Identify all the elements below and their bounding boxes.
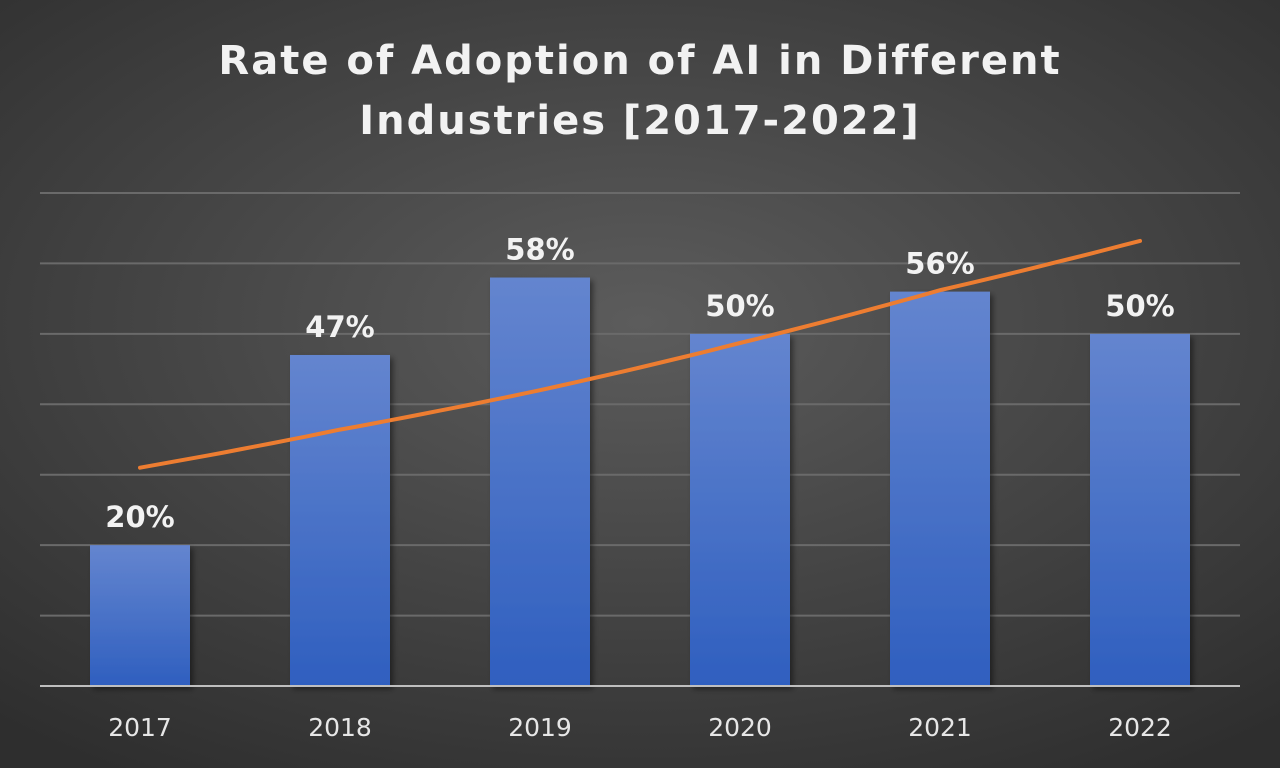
bar-2019 [490, 277, 590, 686]
x-tick-label-2022: 2022 [1108, 713, 1172, 742]
chart-title-line-2: Industries [2017-2022] [359, 98, 921, 144]
bars [90, 277, 1190, 686]
data-label-2018: 47% [305, 310, 374, 344]
x-tick-label-2017: 2017 [108, 713, 172, 742]
data-label-2022: 50% [1105, 289, 1174, 323]
data-label-2021: 56% [905, 247, 974, 281]
x-tick-labels: 2017 2018 2019 2020 2021 2022 [108, 713, 1172, 742]
bar-2022 [1090, 333, 1190, 686]
x-tick-label-2020: 2020 [708, 713, 772, 742]
x-tick-label-2021: 2021 [908, 713, 972, 742]
bar-2017 [90, 545, 190, 686]
bar-2021 [890, 291, 990, 686]
x-tick-label-2018: 2018 [308, 713, 372, 742]
bar-2018 [290, 354, 390, 686]
trendline [138, 238, 1142, 470]
bar-2020 [690, 333, 790, 686]
gridlines [40, 192, 1240, 617]
chart-title-line-1: Rate of Adoption of AI in Different [218, 38, 1061, 84]
data-label-2017: 20% [105, 500, 174, 534]
x-tick-label-2019: 2019 [508, 713, 572, 742]
data-label-2019: 58% [505, 233, 574, 267]
data-label-2020: 50% [705, 289, 774, 323]
data-labels: 20% 47% 58% 50% 56% 50% [105, 233, 1174, 535]
trendline-group [138, 238, 1142, 470]
